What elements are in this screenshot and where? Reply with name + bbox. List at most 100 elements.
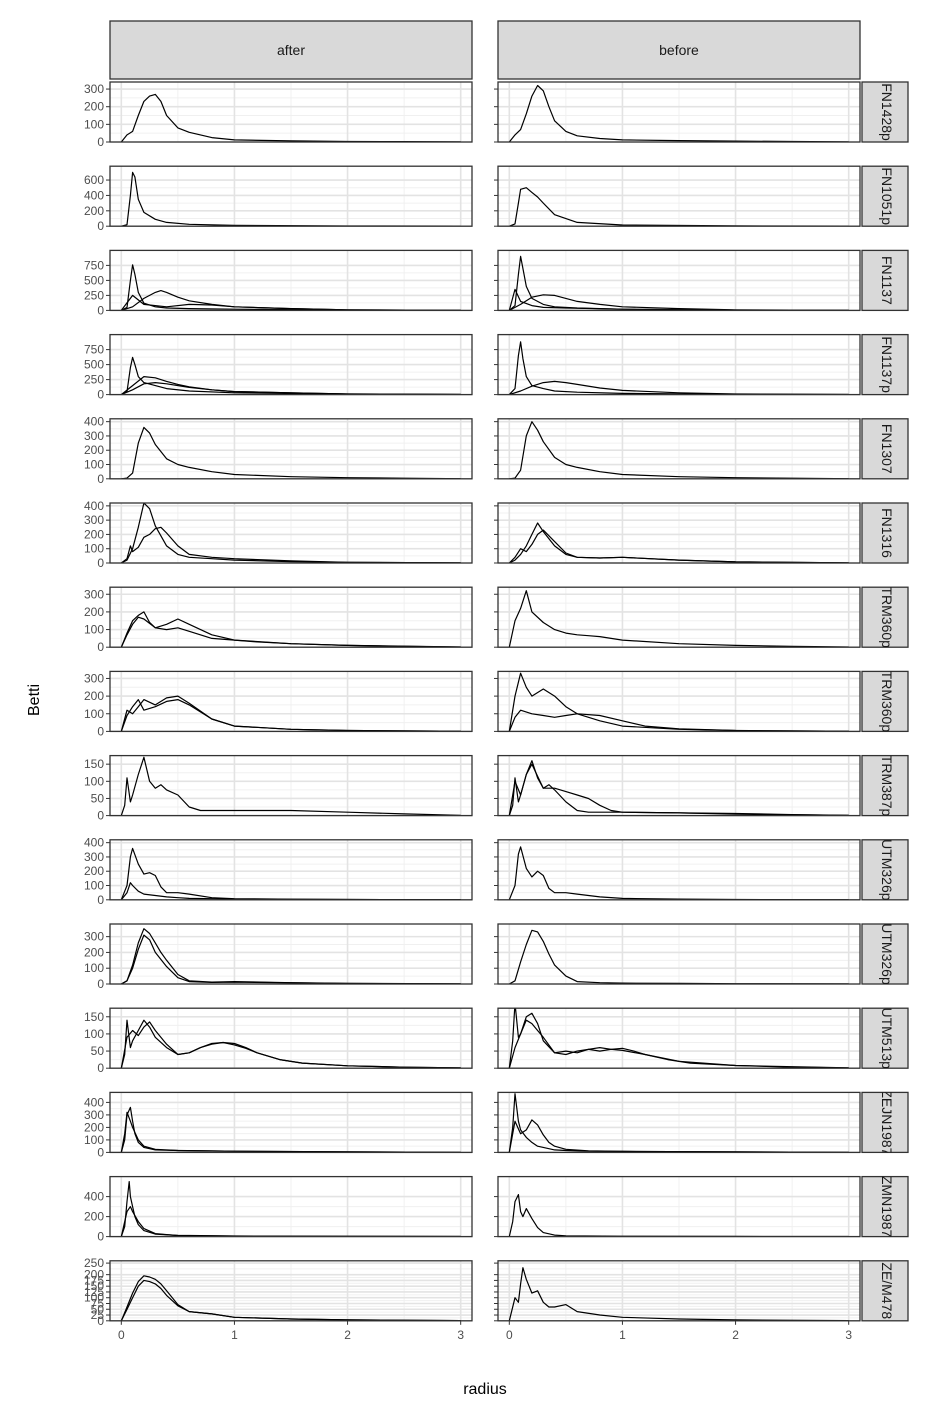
panel-border [109, 418, 473, 480]
y-tick-label: 250 [84, 288, 104, 302]
panel-border [497, 1007, 861, 1069]
row-strip-label: ZEJN1987 [879, 1089, 895, 1155]
series-group [120, 695, 461, 732]
series-group [508, 1008, 849, 1069]
y-tick-label: 200 [84, 100, 104, 114]
panel-border [109, 502, 473, 564]
panel-border [109, 923, 473, 985]
y-tick-label: 100 [84, 1133, 104, 1147]
y-tick-label: 400 [84, 415, 104, 429]
series-line [509, 929, 849, 984]
series-group [120, 1275, 461, 1321]
facet-row: 0 50 100 150 TRM387p [84, 754, 909, 823]
panel-border [497, 1175, 861, 1238]
series-group [508, 522, 849, 563]
row-strip-box [861, 1091, 909, 1154]
row-strip-box [861, 670, 909, 733]
x-tick-label: 0 [118, 1328, 125, 1342]
strip-box [109, 20, 473, 80]
series-group [121, 928, 461, 984]
y-tick-label: 300 [84, 1108, 104, 1122]
y-tick-label: 200 [84, 1268, 104, 1282]
y-tick-label: 300 [84, 930, 104, 944]
series-group [509, 929, 849, 984]
x-tick-label: 2 [732, 1328, 739, 1342]
row-strip-box [861, 1007, 909, 1069]
series-line [508, 846, 849, 900]
panel-before [494, 81, 861, 143]
x-tick-label: 0 [506, 1328, 513, 1342]
y-tick-label: 150 [84, 757, 104, 771]
y-tick-label: 0 [97, 556, 104, 570]
x-tick-label: 1 [619, 1328, 626, 1342]
series-line [120, 882, 461, 900]
y-tick-label: 100 [84, 879, 104, 893]
y-tick-label: 400 [84, 188, 104, 202]
y-tick-label: 0 [97, 893, 104, 907]
y-tick-label: 100 [84, 1291, 104, 1305]
series-line [120, 93, 461, 142]
series-group [121, 171, 461, 227]
series-group [508, 590, 849, 648]
series-group [508, 846, 849, 900]
y-tick-label: 100 [84, 117, 104, 131]
panel-before [494, 333, 861, 396]
series-line [508, 763, 849, 816]
y-tick-label: 200 [84, 204, 104, 218]
facet-row: 0 100 200 300 TRM360p [84, 586, 909, 654]
series-line [509, 294, 849, 311]
panel-after: 0 200 400 [84, 1175, 473, 1244]
y-tick-label: 100 [84, 707, 104, 721]
y-tick-label: 125 [84, 1285, 104, 1299]
row-strip-label: TRM360p [879, 586, 895, 648]
y-tick-label: 100 [84, 623, 104, 637]
row-strip-label-clip: UTM326p [879, 924, 895, 984]
y-tick-label: 300 [84, 82, 104, 96]
panel-border [109, 1175, 473, 1238]
y-tick-label: 150 [84, 1279, 104, 1293]
row-strip-box [861, 249, 909, 312]
panel-border [109, 1091, 473, 1154]
x-tick-label: 1 [231, 1328, 238, 1342]
panel-border [497, 81, 861, 143]
y-tick-label: 25 [91, 1308, 105, 1322]
y-tick-label: 500 [84, 358, 104, 372]
series-group [120, 756, 461, 816]
panel-after: 0 50 100 150 [84, 754, 473, 823]
y-axis-title: Betti [26, 684, 43, 716]
series-line [121, 503, 461, 563]
y-tick-label: 100 [84, 1027, 104, 1041]
series-line [509, 187, 849, 227]
y-tick-label: 300 [84, 587, 104, 601]
row-strip-label-clip: ZMN1987 [879, 1177, 895, 1237]
row-strip-box [861, 923, 909, 985]
row-strip-label-clip: TRM360p [879, 586, 895, 648]
row-strip-label: FN1137 [879, 256, 895, 305]
series-line [121, 426, 461, 479]
panel-border [109, 839, 473, 901]
row-strip-label-clip: FN1428p [879, 83, 895, 141]
row-strip-label: UTM513p [879, 1007, 895, 1069]
panel-after: 0 50 100 150 [84, 1007, 473, 1075]
row-strip-box [861, 754, 909, 817]
series-group [120, 1106, 461, 1153]
row-strip-box [861, 586, 909, 648]
series-group [120, 1019, 461, 1069]
panel-border [497, 418, 861, 480]
series-line [508, 590, 849, 648]
panel-before [494, 754, 861, 817]
y-tick-label: 0 [97, 1145, 104, 1159]
panel-border [109, 586, 473, 648]
series-line [120, 294, 461, 311]
row-strip-label-clip: UTM326p [879, 840, 895, 900]
strip-before: before [497, 20, 861, 80]
row-strip-label: FN1316 [879, 508, 895, 558]
series-group [509, 421, 849, 479]
row-strip-label: FN1051p [879, 167, 895, 225]
panel-before [494, 165, 861, 227]
